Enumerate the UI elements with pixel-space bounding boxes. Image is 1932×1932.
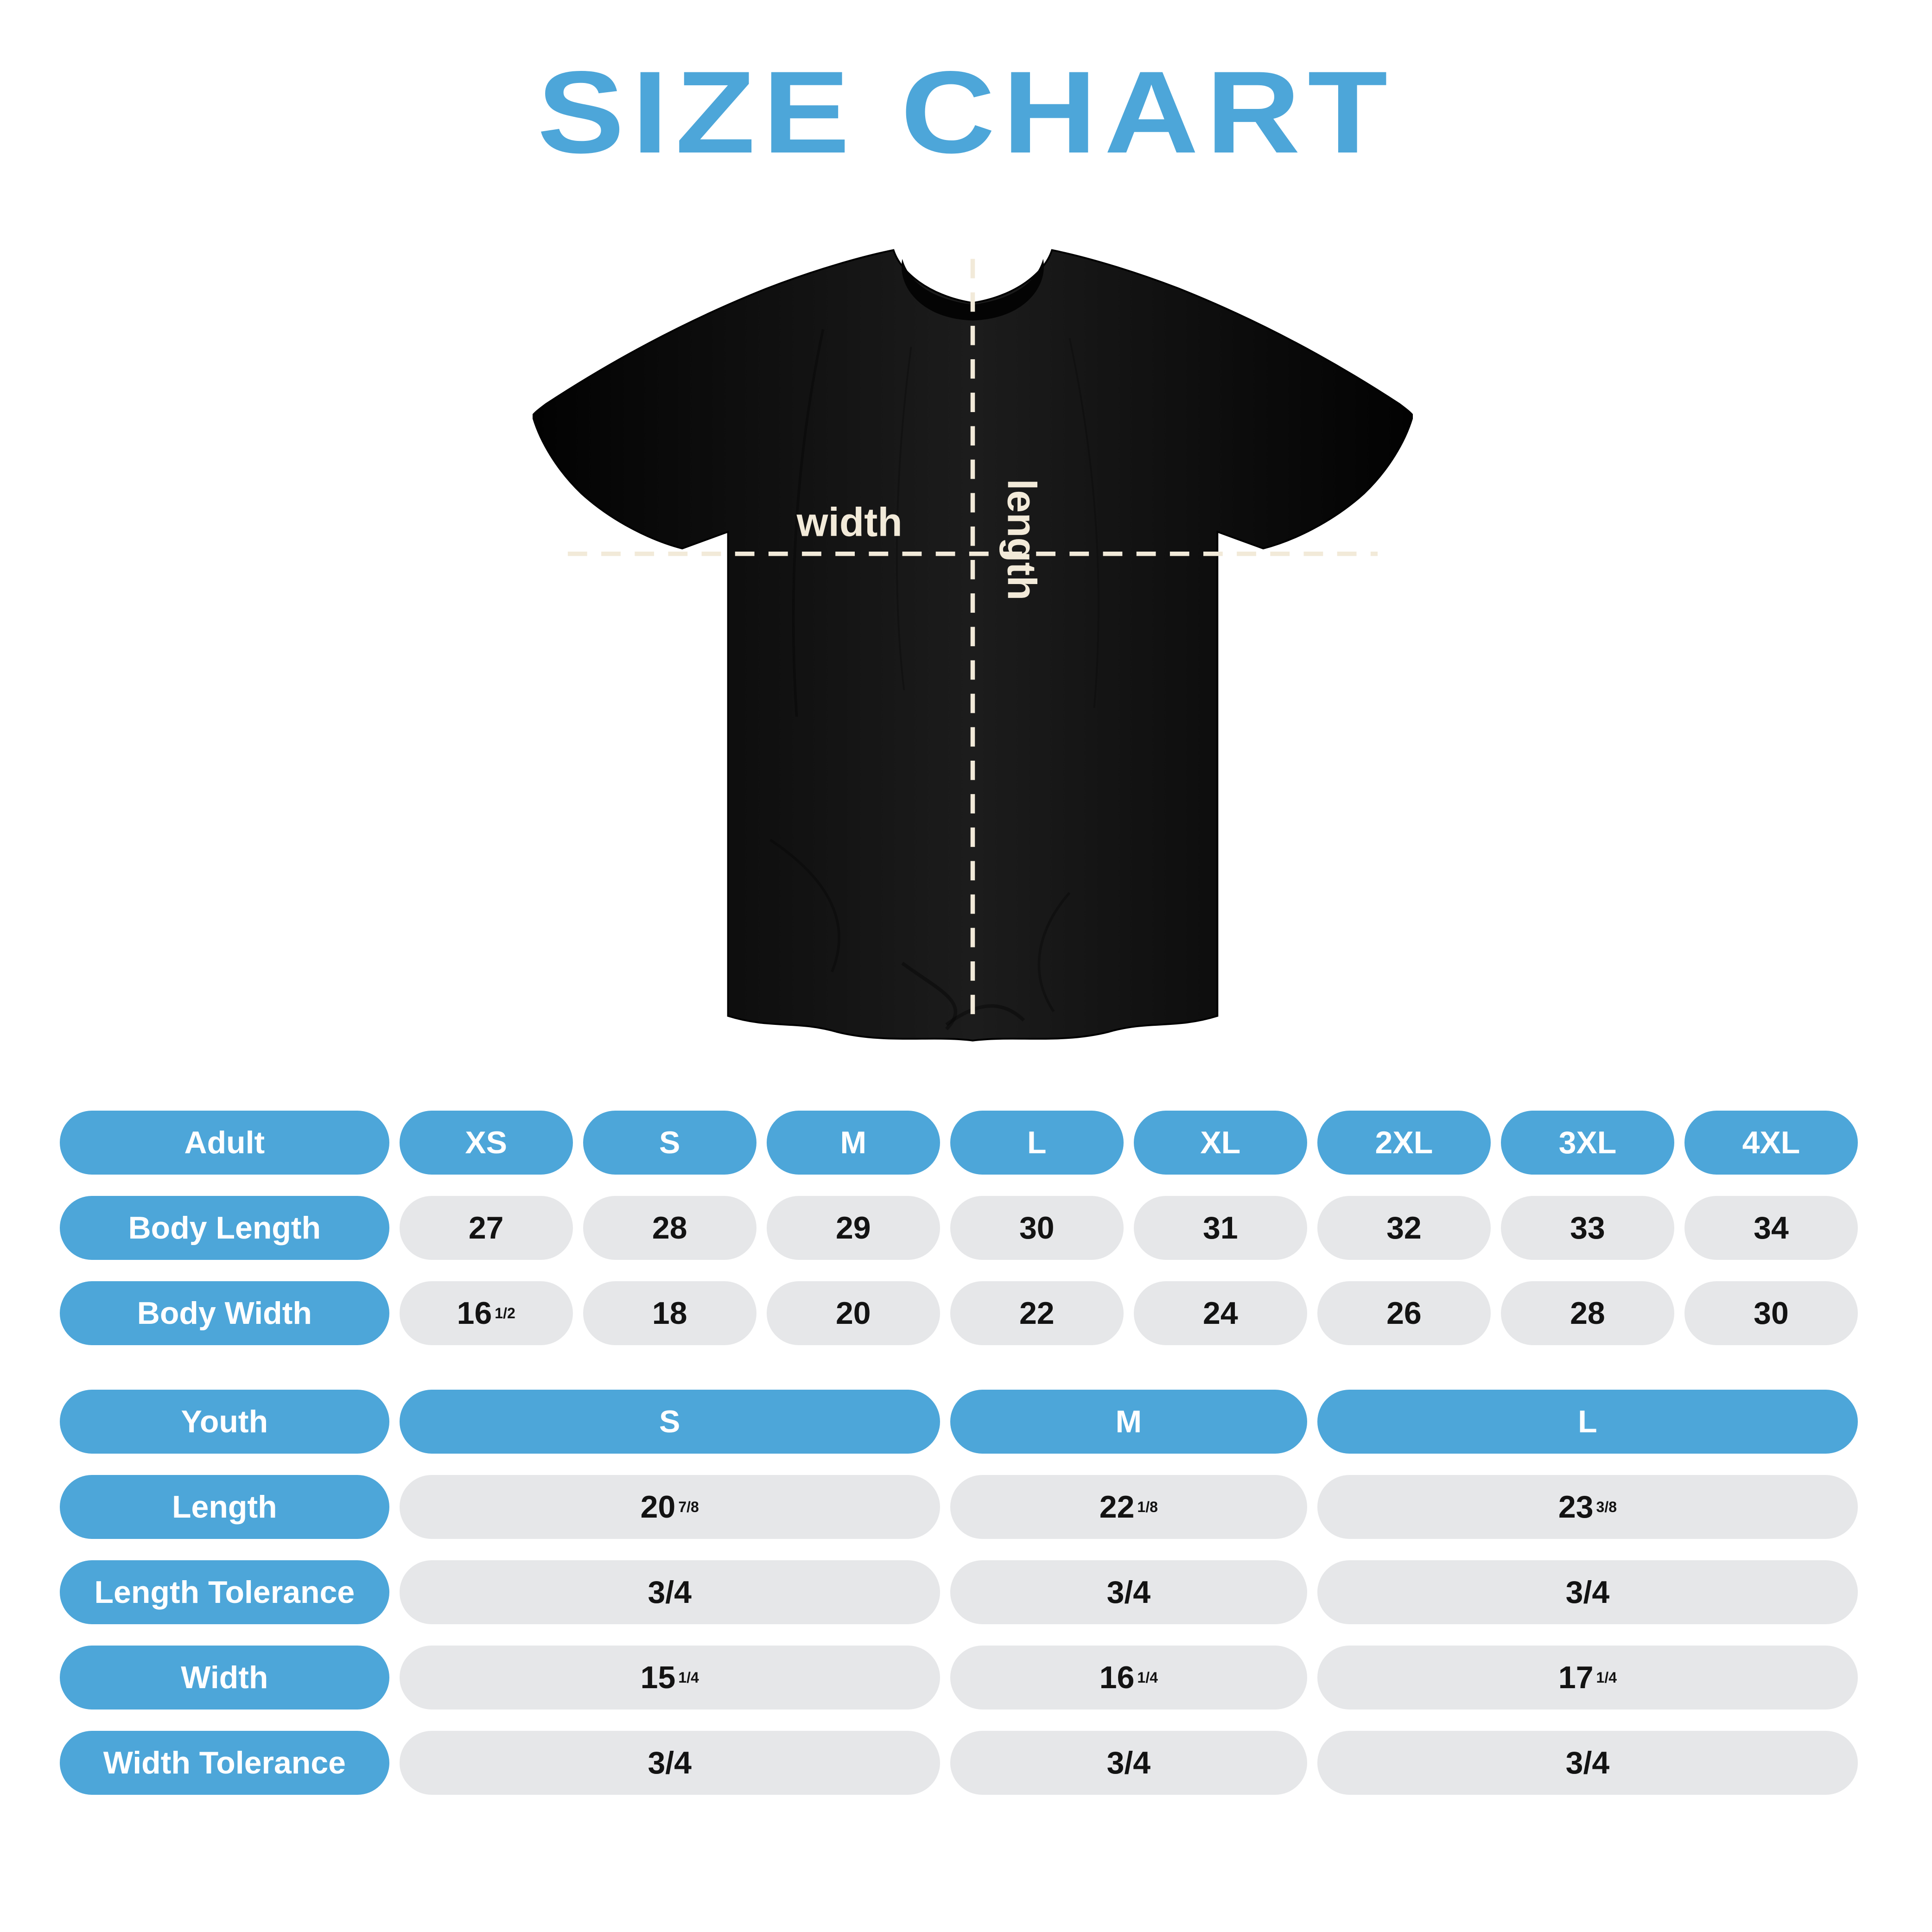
svg-text:width: width (796, 500, 902, 545)
svg-text:length: length (999, 479, 1044, 600)
